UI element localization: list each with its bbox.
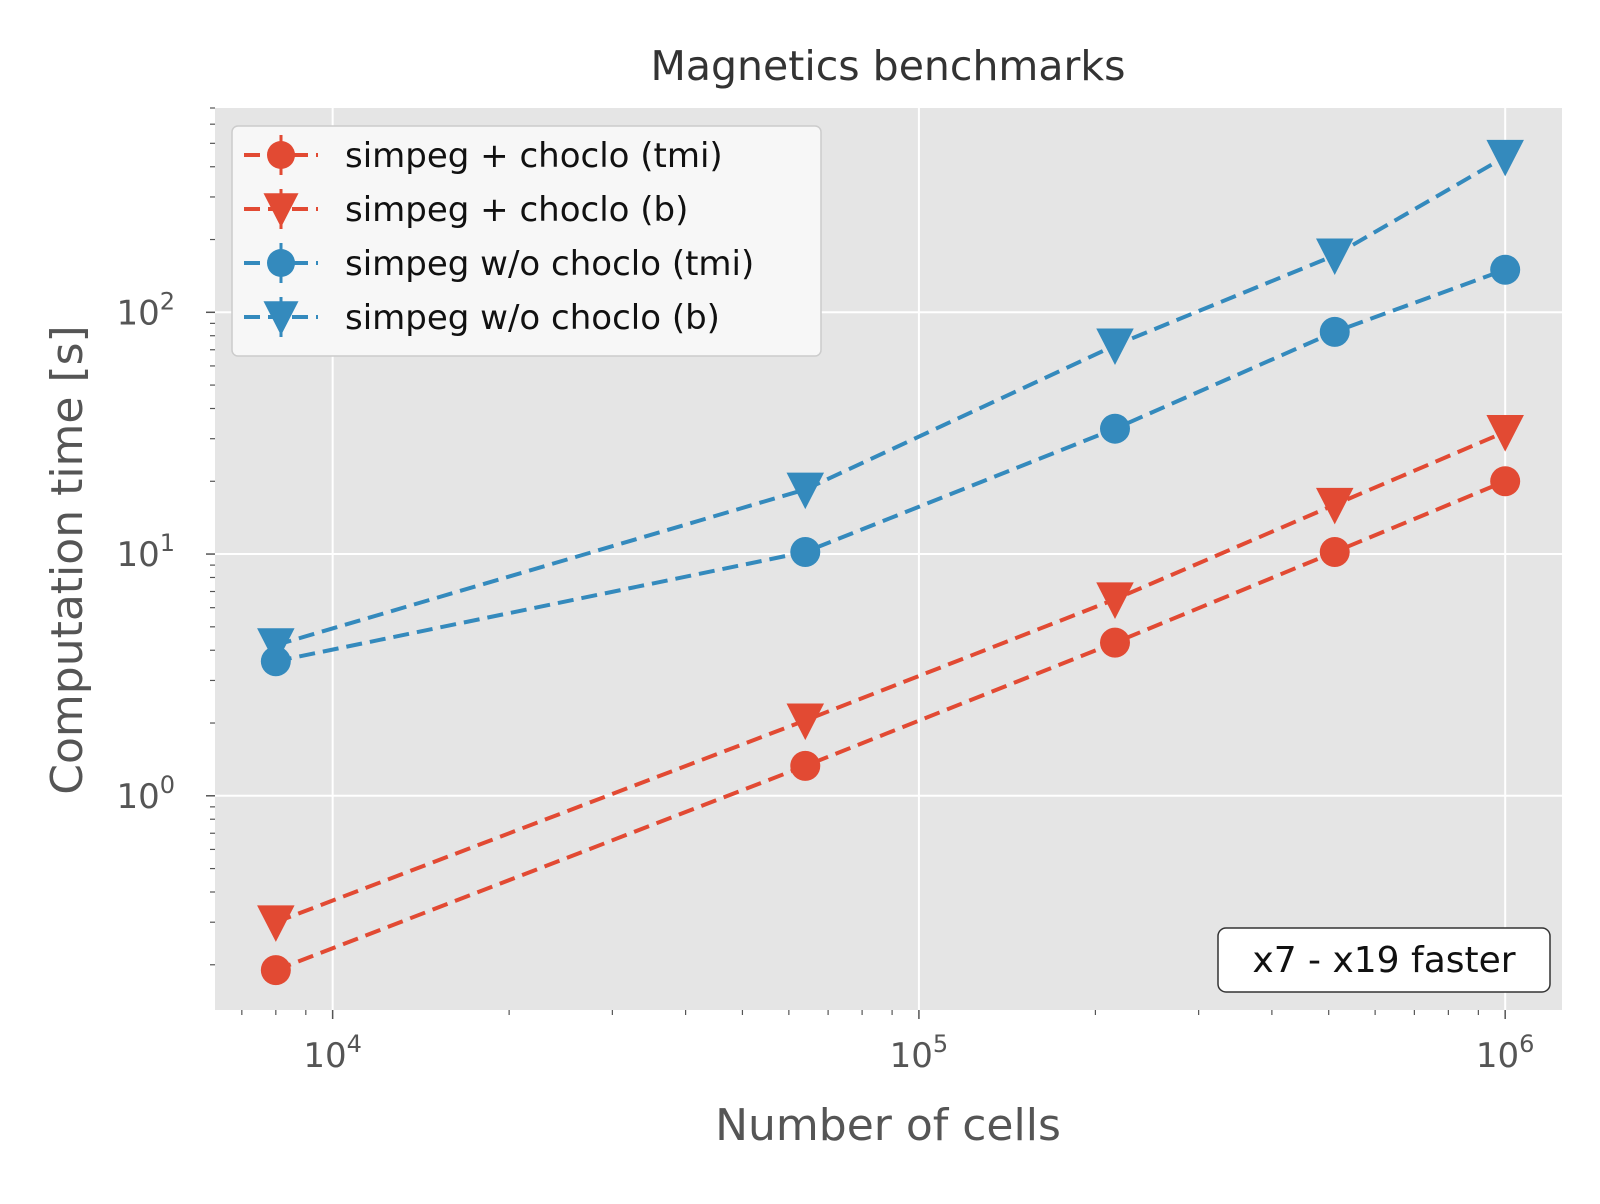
legend: simpeg + choclo (tmi) simpeg + choclo (b)… (231, 125, 822, 357)
series-1 (257, 415, 1524, 942)
data-point (257, 905, 295, 942)
legend-label: simpeg w/o choclo (tmi) (345, 244, 754, 284)
data-point (1490, 466, 1521, 497)
data-point (1319, 316, 1350, 347)
legend-marker (267, 249, 295, 277)
data-point (1099, 627, 1130, 658)
series-2 (260, 254, 1521, 677)
y-tick-label: 101 (116, 529, 175, 575)
data-point (1319, 536, 1350, 567)
legend-box (231, 125, 822, 357)
data-point (1099, 413, 1130, 444)
chart-title: Magnetics benchmarks (651, 42, 1126, 90)
data-point (257, 628, 295, 665)
x-tick-label: 104 (303, 1030, 362, 1076)
y-tick-label: 100 (116, 771, 175, 817)
data-point (1096, 582, 1134, 619)
legend-item-0: simpeg + choclo (tmi) (244, 135, 723, 176)
minor-ticks (210, 107, 1479, 1015)
speedup-annotation: x7 - x19 faster (1217, 927, 1551, 993)
y-axis-label: Computation time [s] (42, 325, 93, 794)
data-point (1315, 238, 1354, 276)
legend-marker (263, 193, 299, 228)
data-point (1490, 254, 1521, 285)
annotation-box (1217, 927, 1551, 993)
series-0 (260, 466, 1521, 986)
data-point (790, 536, 821, 567)
legend-label: simpeg w/o choclo (b) (345, 298, 720, 338)
data-point (1486, 139, 1524, 177)
legend-marker (267, 141, 295, 169)
data-point (1486, 415, 1524, 452)
annotation-text: x7 - x19 faster (1252, 940, 1515, 981)
data-point (1315, 487, 1354, 525)
tick-labels: 104 105 106 100 101 102 (116, 287, 1534, 1076)
series-3 (257, 139, 1524, 665)
legend-item-2: simpeg w/o choclo (tmi) (244, 243, 754, 284)
data-point (786, 703, 825, 741)
data-point (260, 955, 291, 986)
data-point (790, 750, 821, 781)
legend-item-1: simpeg + choclo (b) (244, 189, 688, 230)
legend-label: simpeg + choclo (tmi) (345, 136, 723, 176)
x-axis-label: Number of cells (715, 1100, 1061, 1151)
y-tick-label: 102 (116, 287, 175, 333)
x-tick-label: 105 (890, 1030, 949, 1076)
data-point (786, 472, 825, 510)
legend-label: simpeg + choclo (b) (345, 190, 688, 230)
legend-item-3: simpeg w/o choclo (b) (244, 297, 720, 338)
data-point (1096, 328, 1134, 366)
legend-marker (263, 301, 299, 336)
series-layer (257, 139, 1524, 986)
x-tick-label: 106 (1476, 1030, 1535, 1076)
